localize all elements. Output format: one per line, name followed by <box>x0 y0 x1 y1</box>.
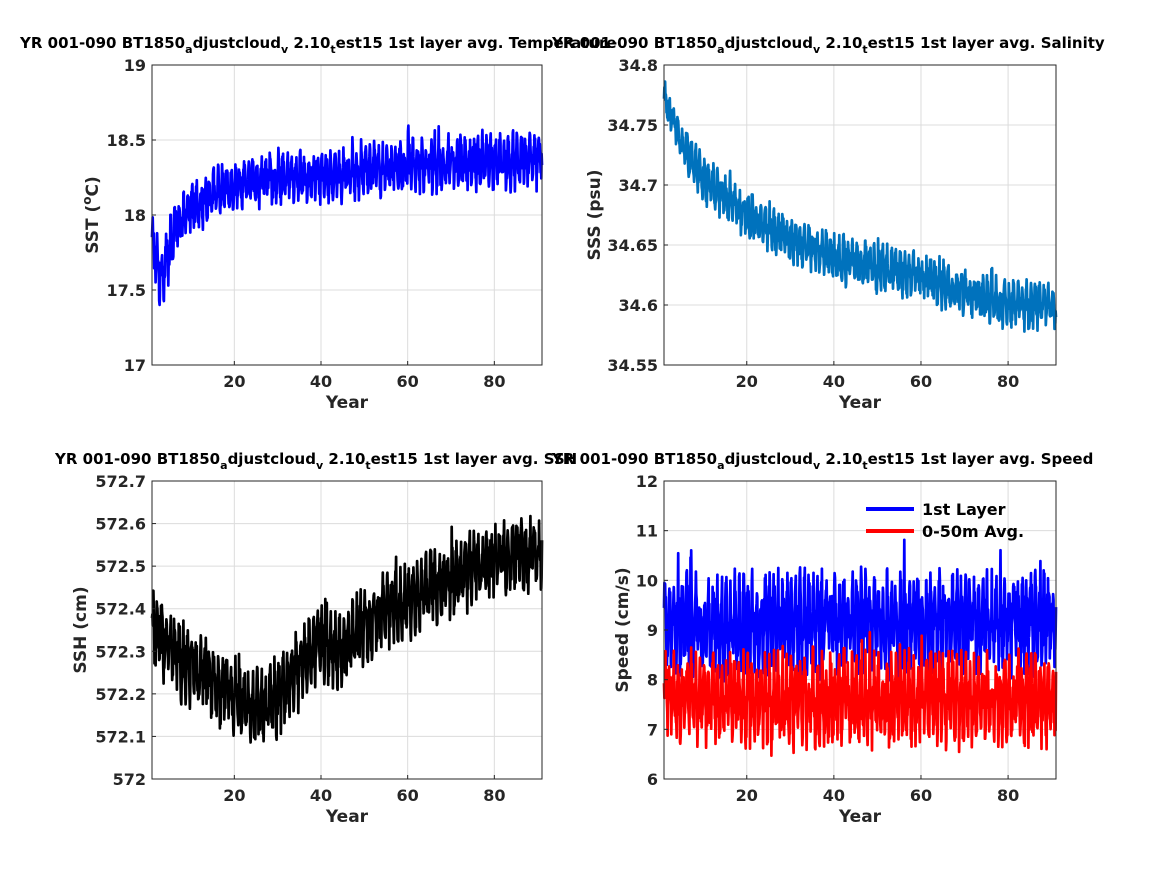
y-tick-label: 12 <box>636 472 658 491</box>
y-tick-label: 17.5 <box>107 281 146 300</box>
y-tick-label: 572.4 <box>95 600 146 619</box>
y-tick-label: 18 <box>124 206 146 225</box>
y-tick-label: 572.3 <box>95 642 146 661</box>
legend-label: 0-50m Avg. <box>922 522 1024 541</box>
y-tick-label: 34.55 <box>607 356 658 375</box>
y-tick-label: 17 <box>124 356 146 375</box>
x-tick-label: 40 <box>823 372 845 391</box>
x-tick-label: 80 <box>483 372 505 391</box>
x-tick-label: 40 <box>310 372 332 391</box>
axes-box <box>151 480 543 780</box>
chart-title: YR 001-090 BT1850adjustcloudv 2.10test15… <box>551 450 1093 472</box>
y-axis-label: SSS (psu) <box>585 169 605 260</box>
y-axis-label: SSH (cm) <box>71 586 91 673</box>
x-axis-label: Year <box>325 393 369 413</box>
axes-box <box>663 64 1057 366</box>
x-axis-label: Year <box>838 807 882 827</box>
y-tick-label: 34.65 <box>607 236 658 255</box>
y-tick-label: 34.75 <box>607 116 658 135</box>
x-tick-label: 40 <box>823 786 845 805</box>
x-tick-label: 40 <box>310 786 332 805</box>
y-tick-label: 11 <box>636 522 658 541</box>
y-tick-label: 572 <box>113 770 146 789</box>
chart-sss: 20 40 60 80 34.55 34.6 34.65 34.7 34.75 34.8 Year S… <box>551 34 1105 413</box>
chart-ssh: 20 40 60 80 572 572.1 572.2 572.3 572.4 572.5 572.… <box>54 450 577 827</box>
x-tick-label: 60 <box>397 372 419 391</box>
chart-title: YR 001-090 BT1850adjustcloudv 2.10test15… <box>54 450 577 472</box>
series-line-ssh-0 <box>150 514 544 744</box>
y-tick-label: 572.2 <box>95 685 146 704</box>
y-tick-label: 572.7 <box>95 472 146 491</box>
y-axis-label: SST (oC) <box>80 176 103 254</box>
y-tick-label: 572.1 <box>95 727 146 746</box>
y-tick-label: 8 <box>647 671 658 690</box>
x-tick-label: 60 <box>910 372 932 391</box>
y-tick-label: 34.8 <box>619 56 658 75</box>
chart-title: YR 001-090 BT1850adjustcloudv 2.10test15… <box>19 34 617 56</box>
y-tick-label: 572.6 <box>95 515 146 534</box>
y-tick-label: 18.5 <box>107 131 146 150</box>
series-line-speed-1 <box>662 630 1058 757</box>
chart-speed: 20 40 60 80 6 7 8 9 10 11 12 Year Speed (cm/s) YR 001… <box>551 450 1093 827</box>
x-tick-label: 80 <box>997 786 1019 805</box>
y-tick-label: 7 <box>647 720 658 739</box>
x-tick-label: 20 <box>736 786 758 805</box>
x-tick-label: 80 <box>997 372 1019 391</box>
series-line-speed-0 <box>662 538 1058 683</box>
series-line-sss-0 <box>662 80 1058 333</box>
x-tick-label: 20 <box>223 786 245 805</box>
chart-sst: 20 40 60 80 17 17.5 18 18.5 19 Year SST (oC) YR 001… <box>19 34 617 413</box>
y-tick-label: 9 <box>647 621 658 640</box>
x-tick-label: 80 <box>483 786 505 805</box>
x-tick-label: 20 <box>223 372 245 391</box>
legend-label: 1st Layer <box>922 500 1006 519</box>
y-tick-label: 10 <box>636 571 658 590</box>
y-tick-label: 6 <box>647 770 658 789</box>
x-tick-label: 20 <box>736 372 758 391</box>
x-tick-label: 60 <box>397 786 419 805</box>
x-axis-label: Year <box>325 807 369 827</box>
plot-area <box>664 65 1056 365</box>
y-tick-label: 19 <box>124 56 146 75</box>
legend: 1st Layer 0-50m Avg. <box>866 500 1024 541</box>
chart-title: YR 001-090 BT1850adjustcloudv 2.10test15… <box>551 34 1105 56</box>
x-axis-label: Year <box>838 393 882 413</box>
series-line-sst-0 <box>150 124 544 307</box>
y-tick-label: 34.6 <box>619 296 658 315</box>
y-tick-label: 572.5 <box>95 557 146 576</box>
y-tick-label: 34.7 <box>619 176 658 195</box>
y-axis-label: Speed (cm/s) <box>613 567 633 692</box>
x-tick-label: 60 <box>910 786 932 805</box>
